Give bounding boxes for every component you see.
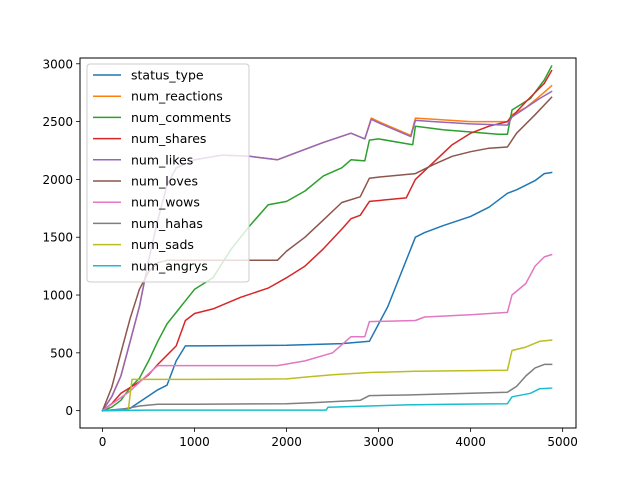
y-tick-label: 3000 [42, 57, 73, 71]
x-tick-label: 2000 [271, 435, 302, 449]
legend-label-num-angrys: num_angrys [131, 258, 208, 273]
y-tick-label: 0 [65, 404, 73, 418]
legend-label-num-hahas: num_hahas [131, 216, 203, 231]
y-tick-label: 1500 [42, 231, 73, 245]
x-axis: 0 1000 2000 3000 4000 5000 [99, 428, 578, 449]
x-tick-label: 4000 [455, 435, 486, 449]
x-tick-label: 5000 [547, 435, 578, 449]
series-line-num-loves [101, 96, 553, 412]
legend-label-num-shares: num_shares [131, 131, 206, 146]
x-tick-label: 1000 [179, 435, 210, 449]
legend-label-num-wows: num_wows [131, 195, 200, 210]
legend-box [86, 63, 250, 283]
legend-label-status-type: status_type [131, 68, 204, 83]
legend-label-num-comments: num_comments [131, 110, 231, 125]
series-line-num-shares [101, 69, 553, 412]
series-line-status-type [101, 171, 553, 412]
series-line-num-wows [101, 253, 553, 412]
legend-label-num-sads: num_sads [131, 237, 194, 252]
series-line-num-comments [101, 65, 553, 412]
x-tick-label: 0 [99, 435, 107, 449]
y-tick-label: 500 [50, 346, 73, 360]
plot-frame [79, 57, 577, 429]
series-line-num-hahas [101, 363, 553, 412]
series-lines [101, 65, 553, 412]
y-tick-label: 2500 [42, 115, 73, 129]
y-tick-label: 2000 [42, 173, 73, 187]
y-axis: 0 500 1000 1500 2000 2500 3000 [42, 57, 80, 418]
series-line-num-angrys [101, 387, 553, 412]
y-tick-label: 1000 [42, 289, 73, 303]
series-line-num-likes [101, 90, 553, 412]
legend-label-num-loves: num_loves [131, 174, 198, 189]
legend-label-num-likes: num_likes [131, 152, 193, 167]
series-line-num-sads [101, 339, 553, 412]
x-tick-label: 3000 [363, 435, 394, 449]
legend: status_type num_reactions num_comments num_… [86, 63, 250, 283]
legend-label-num-reactions: num_reactions [131, 89, 223, 104]
